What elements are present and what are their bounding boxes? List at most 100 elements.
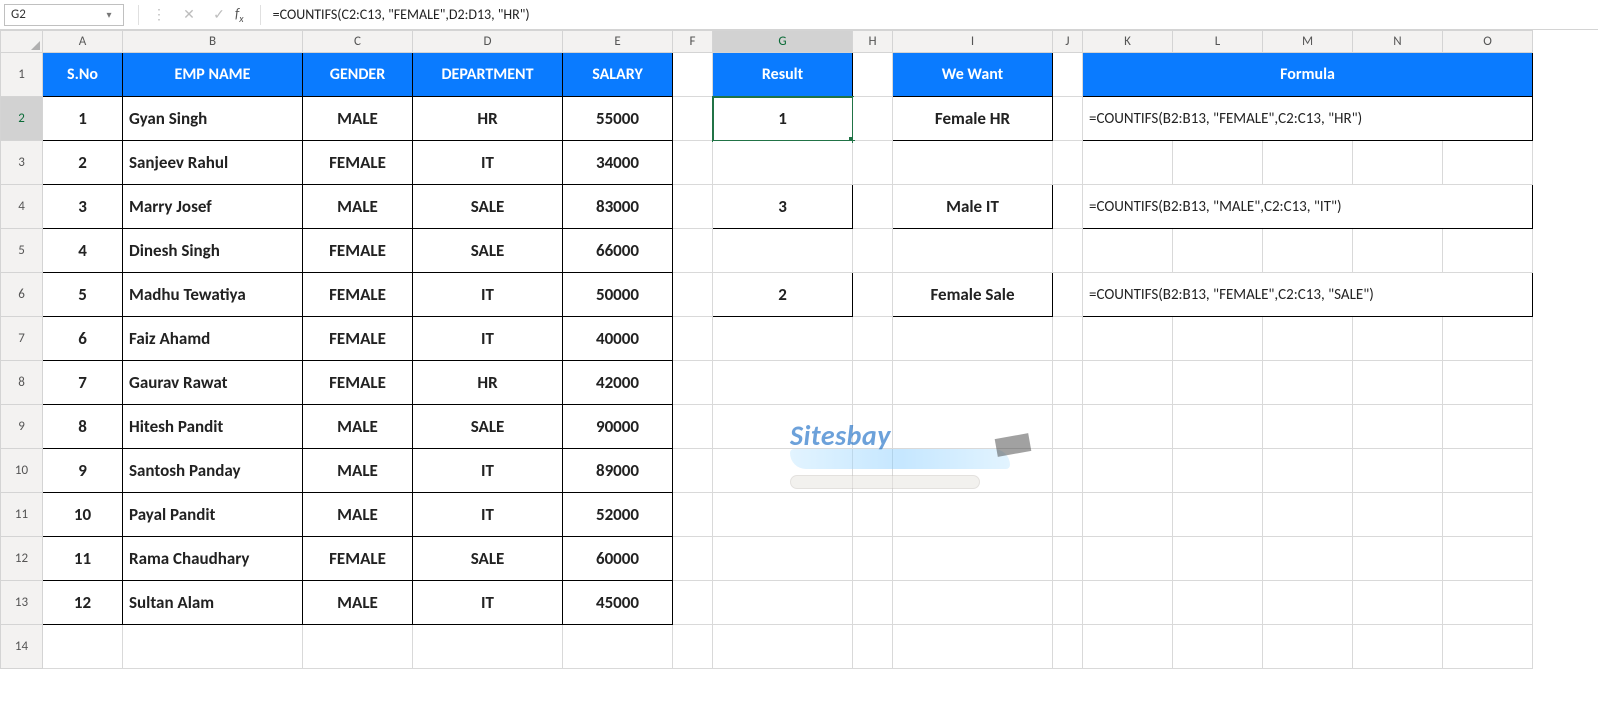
cell-N10[interactable] — [1353, 449, 1443, 493]
cancel-icon[interactable]: ✕ — [181, 6, 197, 23]
cell-K14[interactable] — [1083, 625, 1173, 669]
cell-H13[interactable] — [853, 581, 893, 625]
cell-B10[interactable]: Santosh Panday — [123, 449, 303, 493]
cell-N8[interactable] — [1353, 361, 1443, 405]
cell-G12[interactable] — [713, 537, 853, 581]
cell-I11[interactable] — [893, 493, 1053, 537]
cell-J10[interactable] — [1053, 449, 1083, 493]
cell-F7[interactable] — [673, 317, 713, 361]
cell-D9[interactable]: SALE — [413, 405, 563, 449]
cell-D8[interactable]: HR — [413, 361, 563, 405]
cell-E10[interactable]: 89000 — [563, 449, 673, 493]
cell-D14[interactable] — [413, 625, 563, 669]
cell-B11[interactable]: Payal Pandit — [123, 493, 303, 537]
cell-L7[interactable] — [1173, 317, 1263, 361]
row-header-2[interactable]: 2 — [1, 97, 43, 141]
cell-A9[interactable]: 8 — [43, 405, 123, 449]
column-header-O[interactable]: O — [1443, 31, 1533, 53]
cell-L3[interactable] — [1173, 141, 1263, 185]
row-header-8[interactable]: 8 — [1, 361, 43, 405]
name-box-dropdown-icon[interactable]: ▾ — [101, 8, 117, 21]
cell-H2[interactable] — [853, 97, 893, 141]
cell-E6[interactable]: 50000 — [563, 273, 673, 317]
cell-J14[interactable] — [1053, 625, 1083, 669]
cell-M14[interactable] — [1263, 625, 1353, 669]
cell-C6[interactable]: FEMALE — [303, 273, 413, 317]
cell-B7[interactable]: Faiz Ahamd — [123, 317, 303, 361]
column-header-G[interactable]: G — [713, 31, 853, 53]
cell-H3[interactable] — [853, 141, 893, 185]
cell-A14[interactable] — [43, 625, 123, 669]
cell-E2[interactable]: 55000 — [563, 97, 673, 141]
cell-A10[interactable]: 9 — [43, 449, 123, 493]
cell-M5[interactable] — [1263, 229, 1353, 273]
table-header-gender[interactable]: GENDER — [303, 53, 413, 97]
cell-D3[interactable]: IT — [413, 141, 563, 185]
cell-D7[interactable]: IT — [413, 317, 563, 361]
cell-A7[interactable]: 6 — [43, 317, 123, 361]
cell-J2[interactable] — [1053, 97, 1083, 141]
cell-E13[interactable]: 45000 — [563, 581, 673, 625]
cell-K5[interactable] — [1083, 229, 1173, 273]
cell-G5[interactable] — [713, 229, 853, 273]
cell-N12[interactable] — [1353, 537, 1443, 581]
cell-E7[interactable]: 40000 — [563, 317, 673, 361]
cell-I14[interactable] — [893, 625, 1053, 669]
cell-L10[interactable] — [1173, 449, 1263, 493]
cell-I10[interactable] — [893, 449, 1053, 493]
cell-E5[interactable]: 66000 — [563, 229, 673, 273]
row-header-7[interactable]: 7 — [1, 317, 43, 361]
cell-A4[interactable]: 3 — [43, 185, 123, 229]
cell-E11[interactable]: 52000 — [563, 493, 673, 537]
cell-G3[interactable] — [713, 141, 853, 185]
cell-E14[interactable] — [563, 625, 673, 669]
result-value-row6[interactable]: 2 — [713, 273, 853, 317]
cell-F11[interactable] — [673, 493, 713, 537]
cell-O11[interactable] — [1443, 493, 1533, 537]
row-header-4[interactable]: 4 — [1, 185, 43, 229]
cell-D13[interactable]: IT — [413, 581, 563, 625]
column-header-I[interactable]: I — [893, 31, 1053, 53]
cell-C12[interactable]: FEMALE — [303, 537, 413, 581]
row-header-11[interactable]: 11 — [1, 493, 43, 537]
cell-L12[interactable] — [1173, 537, 1263, 581]
column-header-K[interactable]: K — [1083, 31, 1173, 53]
cell-C7[interactable]: FEMALE — [303, 317, 413, 361]
cell-B6[interactable]: Madhu Tewatiya — [123, 273, 303, 317]
cell-F10[interactable] — [673, 449, 713, 493]
table-header-s.no[interactable]: S.No — [43, 53, 123, 97]
wewant-value-row2[interactable]: Female HR — [893, 97, 1053, 141]
cell-F4[interactable] — [673, 185, 713, 229]
cell-H8[interactable] — [853, 361, 893, 405]
cell-L13[interactable] — [1173, 581, 1263, 625]
cell-A5[interactable]: 4 — [43, 229, 123, 273]
cell-M3[interactable] — [1263, 141, 1353, 185]
cell-A13[interactable]: 12 — [43, 581, 123, 625]
cell-O10[interactable] — [1443, 449, 1533, 493]
cell-G9[interactable] — [713, 405, 853, 449]
cell-C5[interactable]: FEMALE — [303, 229, 413, 273]
row-header-9[interactable]: 9 — [1, 405, 43, 449]
cell-D12[interactable]: SALE — [413, 537, 563, 581]
cell-F5[interactable] — [673, 229, 713, 273]
cell-B9[interactable]: Hitesh Pandit — [123, 405, 303, 449]
wewant-value-row6[interactable]: Female Sale — [893, 273, 1053, 317]
row-header-3[interactable]: 3 — [1, 141, 43, 185]
cell-H10[interactable] — [853, 449, 893, 493]
cell-K8[interactable] — [1083, 361, 1173, 405]
cell-J4[interactable] — [1053, 185, 1083, 229]
formula-value-row4[interactable]: =COUNTIFS(B2:B13, "MALE",C2:C13, "IT") — [1083, 185, 1533, 229]
cell-O9[interactable] — [1443, 405, 1533, 449]
cell-J8[interactable] — [1053, 361, 1083, 405]
menu-dots-icon[interactable]: ⋮ — [151, 6, 167, 23]
fx-icon[interactable]: fx — [235, 5, 244, 25]
cell-F12[interactable] — [673, 537, 713, 581]
cell-H6[interactable] — [853, 273, 893, 317]
cell-H5[interactable] — [853, 229, 893, 273]
cell-H11[interactable] — [853, 493, 893, 537]
cell-I9[interactable] — [893, 405, 1053, 449]
cell-G11[interactable] — [713, 493, 853, 537]
formula-value-row2[interactable]: =COUNTIFS(B2:B13, "FEMALE",C2:C13, "HR") — [1083, 97, 1533, 141]
cell-N7[interactable] — [1353, 317, 1443, 361]
cell-N14[interactable] — [1353, 625, 1443, 669]
